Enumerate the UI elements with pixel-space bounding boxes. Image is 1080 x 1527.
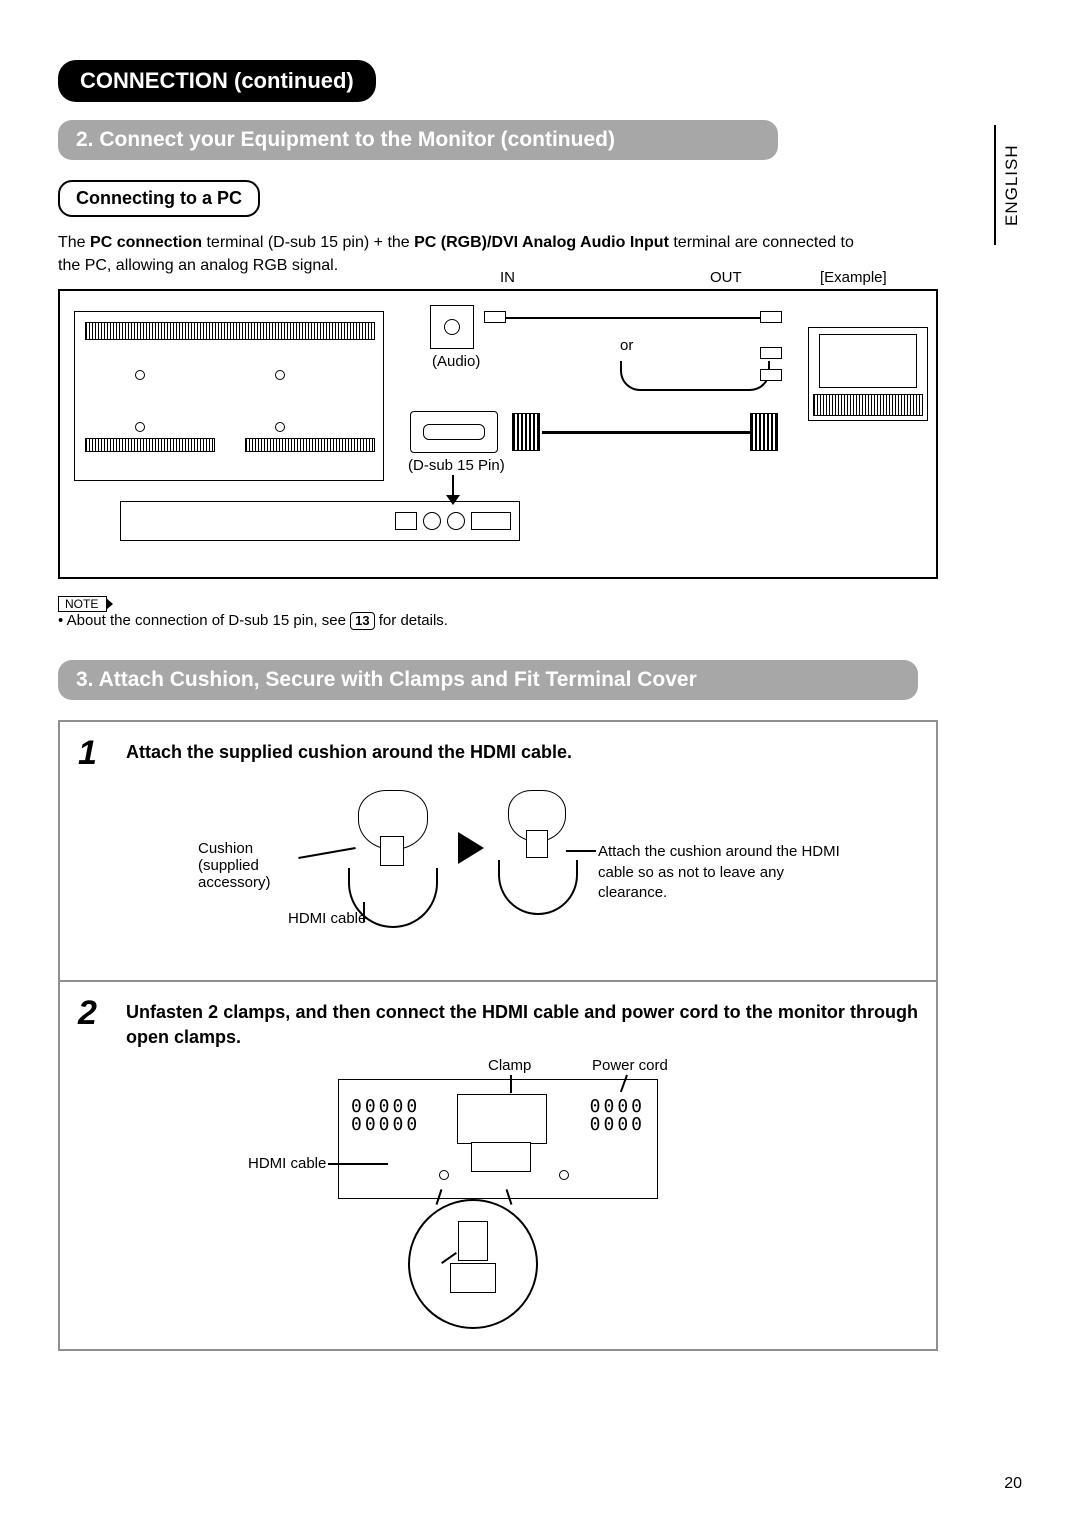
plug-alt2 bbox=[760, 369, 782, 381]
clamp-zoom bbox=[408, 1199, 538, 1329]
cable-right bbox=[498, 860, 578, 915]
rear-panel: 0000000000 00000000 bbox=[338, 1079, 658, 1199]
step-1-illustration: Cushion (supplied accessory) HDMI cable … bbox=[78, 780, 918, 960]
language-tab: ENGLISH bbox=[994, 125, 1022, 245]
dsub-cable-line bbox=[542, 431, 752, 434]
io-strip-illustration bbox=[120, 501, 520, 541]
step-2: 2 Unfasten 2 clamps, and then connect th… bbox=[60, 982, 936, 1349]
label-hdmi2: HDMI cable bbox=[248, 1155, 326, 1172]
section-2-title: 2. Connect your Equipment to the Monitor… bbox=[58, 120, 778, 160]
pc-connection-paragraph: The PC connection terminal (D-sub 15 pin… bbox=[58, 231, 878, 277]
step-1-title: Attach the supplied cushion around the H… bbox=[126, 736, 572, 764]
leader-3 bbox=[566, 850, 596, 852]
arrow-down bbox=[452, 475, 454, 497]
arrow-down-head bbox=[446, 495, 460, 505]
note-text-suffix: for details. bbox=[379, 612, 448, 629]
text: terminal (D-sub 15 pin) + the bbox=[202, 234, 414, 251]
label-out: OUT bbox=[710, 269, 742, 286]
text: The bbox=[58, 234, 90, 251]
step-2-number: 2 bbox=[78, 996, 112, 1030]
audio-jack-illustration bbox=[430, 305, 474, 349]
plug-alt1 bbox=[760, 347, 782, 359]
label-audio: (Audio) bbox=[432, 353, 480, 370]
hdmi-plug-left bbox=[380, 836, 404, 866]
plug-left bbox=[484, 311, 506, 323]
note-badge: NOTE bbox=[58, 596, 107, 612]
note-text-prefix: • About the connection of D-sub 15 pin, … bbox=[58, 612, 350, 629]
page-ref-13: 13 bbox=[350, 612, 374, 630]
step-1-number: 1 bbox=[78, 736, 112, 770]
leader-clamp bbox=[510, 1075, 512, 1093]
label-or: or bbox=[620, 337, 633, 354]
step-2-illustration: Clamp Power cord HDMI cable 0000000000 0… bbox=[78, 1059, 918, 1329]
monitor-back-illustration bbox=[74, 311, 384, 481]
label-attach-text: Attach the cushion around the HDMI cable… bbox=[598, 842, 848, 903]
note-row: NOTE • About the connection of D-sub 15 … bbox=[58, 595, 1022, 630]
label-hdmi: HDMI cable bbox=[288, 910, 366, 927]
leader-2 bbox=[363, 902, 365, 922]
plug-right bbox=[760, 311, 782, 323]
alt-cable bbox=[620, 361, 770, 391]
laptop-illustration bbox=[808, 327, 928, 421]
text-bold: PC connection bbox=[90, 234, 202, 251]
connection-diagram: IN OUT [Example] (Audio) or (D-sub 15 Pi… bbox=[58, 289, 938, 579]
page-number: 20 bbox=[1004, 1475, 1022, 1493]
sub-label-connecting-pc: Connecting to a PC bbox=[58, 180, 260, 217]
text-bold: PC (RGB)/DVI Analog Audio Input bbox=[414, 234, 669, 251]
dsub-port-illustration bbox=[410, 411, 498, 453]
header-connection: CONNECTION (continued) bbox=[58, 60, 376, 102]
steps-box: 1 Attach the supplied cushion around the… bbox=[58, 720, 938, 1351]
arrow-right bbox=[458, 832, 484, 864]
dsub-plug-left bbox=[512, 413, 540, 451]
label-example: [Example] bbox=[820, 269, 887, 286]
step-1: 1 Attach the supplied cushion around the… bbox=[60, 722, 936, 980]
section-3-title: 3. Attach Cushion, Secure with Clamps an… bbox=[58, 660, 918, 700]
audio-cable-illustration bbox=[490, 317, 770, 319]
label-dsub: (D-sub 15 Pin) bbox=[408, 457, 505, 474]
label-clamp: Clamp bbox=[488, 1057, 531, 1074]
label-in: IN bbox=[500, 269, 515, 286]
label-cushion: Cushion (supplied accessory) bbox=[198, 840, 298, 891]
hdmi-plug-right bbox=[526, 830, 548, 858]
step-2-title: Unfasten 2 clamps, and then connect the … bbox=[126, 996, 918, 1049]
label-power: Power cord bbox=[592, 1057, 668, 1074]
dsub-plug-right bbox=[750, 413, 778, 451]
leader-hdmi bbox=[328, 1163, 388, 1165]
leader-1 bbox=[298, 847, 355, 859]
